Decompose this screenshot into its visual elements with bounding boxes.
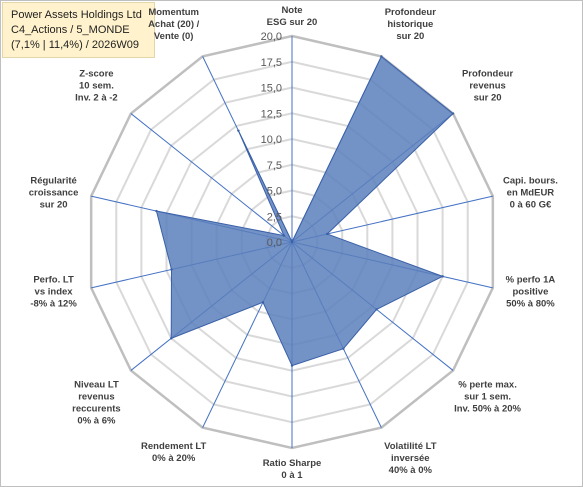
axis-label-line: Inv. 2 à -2 [75, 93, 118, 104]
data-point-12 [282, 234, 286, 237]
radar-series [155, 55, 455, 367]
data-point-8 [261, 301, 265, 304]
axis-label-line: reccurents [72, 403, 121, 414]
title-category: C4_Actions / 5_MONDE [11, 24, 130, 36]
data-point-11 [155, 209, 158, 213]
axis-label-line: 0% à 6% [77, 415, 116, 426]
axis-label-line: 0% à 20% [152, 453, 196, 464]
axis-label-line: inversée [391, 453, 430, 464]
title-period: (7,1% | 11,4%) / 2026W09 [11, 39, 139, 51]
axis-label-line: ESG sur 20 [267, 17, 318, 28]
axis-label-line: 0 à 1 [281, 470, 303, 481]
axis-label-13: Momentum Achat (20) / Vente (0) [148, 7, 200, 42]
axis-label-line: Rendement LT [141, 441, 206, 452]
axis-label-line: sur 1 sem. [464, 391, 511, 402]
axis-label-9: Niveau LT revenus reccurents 0% à 6% [72, 379, 121, 426]
axis-label-12: Z-score 10 sem. Inv. 2 à -2 [75, 69, 118, 104]
tick-label-0: 0,0 [267, 237, 282, 249]
axis-label-line: historique [387, 19, 433, 30]
axis-label-6: Volatilité LT inversée 40% à 0% [384, 441, 437, 476]
axis-label-0: Note ESG sur 20 [267, 5, 318, 28]
axis-label-10: Perfo. LT vs index -8% à 12% [30, 274, 77, 309]
data-point-10 [170, 268, 173, 271]
axis-label-line: Inv. 50% à 20% [454, 403, 521, 414]
axis-label-line: % perte max. [458, 379, 517, 390]
tick-label-3: 7,5 [267, 160, 282, 172]
axis-label-line: 40% à 0% [389, 465, 433, 476]
axis-label-line: -8% à 12% [30, 298, 77, 309]
axis-label-line: sur 20 [396, 31, 424, 42]
axis-label-line: sur 20 [474, 93, 502, 104]
data-point-1 [380, 55, 383, 58]
data-point-0 [290, 240, 294, 244]
axis-label-line: Z-score [79, 69, 113, 80]
radar-tick-labels: 0,0 2,5 5,0 7,5 10,0 12,5 15,0 17,5 20,0 [261, 31, 282, 249]
data-point-3 [325, 232, 329, 236]
axis-label-line: Perfo. LT [33, 274, 74, 285]
axis-label-line: Profondeur [462, 69, 513, 80]
data-point-13 [237, 129, 240, 132]
spoke-12 [130, 113, 293, 243]
tick-label-7: 17,5 [261, 57, 282, 69]
axis-label-4: % perfo 1A positive 50% à 80% [506, 274, 556, 309]
data-point-6 [342, 347, 345, 350]
axis-label-line: Vente (0) [154, 31, 194, 42]
axis-label-line: croissance [29, 188, 79, 199]
data-point-5 [375, 308, 378, 311]
axis-label-line: revenus [78, 391, 114, 402]
axis-label-1: Profondeur historique sur 20 [385, 7, 436, 42]
chart-title-box: Power Assets Holdings Ltd C4_Actions / 5… [2, 2, 155, 58]
tick-label-4: 10,0 [261, 134, 282, 146]
axis-label-5: % perte max. sur 1 sem. Inv. 50% à 20% [454, 379, 521, 414]
axis-label-line: Note [281, 5, 302, 16]
series-area [155, 55, 454, 367]
axis-label-line: Ratio Sharpe [263, 458, 322, 469]
tick-label-1: 2,5 [267, 211, 282, 223]
data-point-9 [170, 337, 173, 340]
axis-label-line: positive [512, 286, 548, 297]
tick-label-5: 12,5 [261, 108, 282, 120]
tick-label-8: 20,0 [261, 31, 282, 43]
axis-label-line: 50% à 80% [506, 298, 555, 309]
axis-label-7: Ratio Sharpe 0 à 1 [263, 458, 322, 481]
data-point-2 [451, 112, 455, 115]
data-point-4 [441, 275, 444, 278]
axis-label-line: en MdEUR [507, 188, 555, 199]
axis-label-line: revenus [469, 81, 505, 92]
axis-label-line: % perfo 1A [506, 274, 556, 285]
axis-label-line: Momentum [148, 7, 199, 18]
title-company: Power Assets Holdings Ltd [11, 9, 142, 21]
axis-label-line: 0 à 60 G€ [510, 200, 552, 211]
axis-label-2: Profondeur revenus sur 20 [462, 69, 513, 104]
axis-label-line: Profondeur [385, 7, 436, 18]
axis-label-line: Volatilité LT [384, 441, 437, 452]
data-point-7 [290, 364, 294, 367]
axis-label-3: Capi. bours. en MdEUR 0 à 60 G€ [503, 176, 558, 211]
axis-label-line: sur 20 [40, 200, 68, 211]
axis-label-8: Rendement LT 0% à 20% [141, 441, 206, 464]
axis-label-line: Capi. bours. [503, 176, 558, 187]
axis-label-line: 10 sem. [79, 81, 114, 92]
tick-label-2: 5,0 [267, 186, 282, 198]
axis-label-line: Régularité [30, 176, 76, 187]
axis-label-11: Régularité croissance sur 20 [29, 176, 79, 211]
axis-label-line: vs index [35, 286, 74, 297]
tick-label-6: 15,0 [261, 83, 282, 95]
axis-label-line: Achat (20) / [148, 19, 200, 30]
axis-label-line: Niveau LT [74, 379, 119, 390]
